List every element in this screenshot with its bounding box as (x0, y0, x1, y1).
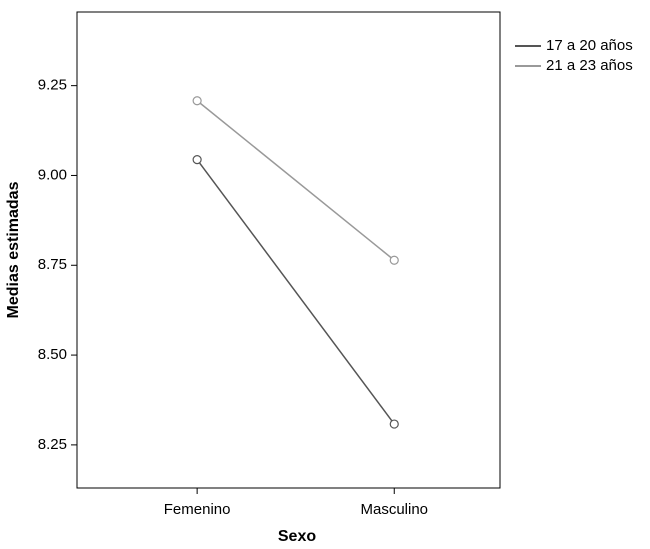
y-tick-label: 8.75 (38, 256, 67, 273)
series-line (196, 159, 395, 425)
legend-label: 21 a 23 años (546, 57, 633, 74)
point (389, 419, 399, 429)
plot-frame (76, 11, 501, 489)
y-tick-label: 8.25 (38, 436, 67, 453)
point (192, 155, 202, 165)
x-axis-title: Sexo (278, 528, 316, 545)
point (192, 96, 202, 106)
x-tick-label: Masculino (360, 501, 428, 518)
legend-label: 17 a 20 años (546, 37, 633, 54)
y-tick-label: 9.25 (38, 77, 67, 94)
x-tick-label: Femenino (164, 501, 231, 518)
y-tick-label: 8.50 (38, 346, 67, 363)
point (389, 255, 399, 265)
series-line (196, 100, 395, 261)
y-tick-label: 9.00 (38, 166, 67, 183)
y-axis-title: Medias estimadas (5, 181, 22, 318)
